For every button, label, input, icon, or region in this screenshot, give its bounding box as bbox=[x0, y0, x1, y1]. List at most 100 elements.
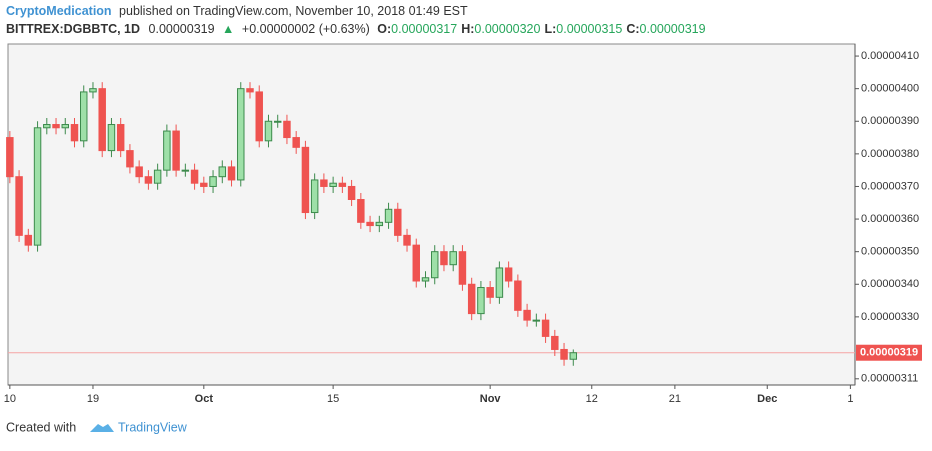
candle-body bbox=[144, 176, 153, 184]
ohlc: O:0.00000317 H:0.00000320 L:0.00000315 C:0.… bbox=[377, 22, 705, 36]
last-price-label: 0.00000319 bbox=[860, 347, 918, 359]
candle-body bbox=[384, 208, 393, 223]
last-price-tag bbox=[856, 344, 922, 361]
candle-body bbox=[357, 199, 365, 223]
candle-body bbox=[6, 137, 14, 178]
candle-body bbox=[107, 124, 116, 152]
candle-body bbox=[394, 208, 402, 236]
footer-created: Created with bbox=[6, 420, 76, 434]
candle-body bbox=[273, 120, 282, 123]
ohlc-label: O: bbox=[377, 22, 391, 36]
x-tick-label: 12 bbox=[586, 393, 598, 405]
candle-body bbox=[532, 319, 541, 322]
candle-body bbox=[89, 88, 97, 93]
candle-body bbox=[246, 88, 254, 93]
candle-body bbox=[375, 221, 384, 227]
y-tick-label: 0.00000360 bbox=[861, 213, 919, 225]
candle-body bbox=[163, 130, 171, 171]
plot-area bbox=[7, 43, 856, 386]
x-tick-label: Nov bbox=[480, 393, 502, 405]
candle-body bbox=[347, 185, 356, 201]
candle-body bbox=[218, 166, 227, 178]
candle-body bbox=[504, 267, 513, 282]
candle-body bbox=[486, 287, 494, 298]
candle-body bbox=[403, 234, 411, 246]
x-tick-label: 1 bbox=[847, 393, 853, 405]
candle-body bbox=[227, 166, 236, 181]
candle-body bbox=[181, 169, 190, 172]
y-tick-label: 0.00000340 bbox=[861, 278, 919, 290]
candle-body bbox=[551, 335, 559, 350]
price: 0.00000319 bbox=[149, 22, 215, 36]
candle-body bbox=[569, 352, 578, 360]
y-tick-label: 0.00000370 bbox=[861, 180, 919, 192]
ohlc-value: 0.00000315 bbox=[556, 22, 622, 36]
symbol: BITTREX:DGBBTC, 1D bbox=[6, 22, 140, 36]
candle-body bbox=[421, 277, 430, 282]
header-line: CryptoMedication published on TradingVie… bbox=[6, 4, 468, 18]
x-tick-label: Dec bbox=[757, 393, 777, 405]
y-tick-label: 0.00000311 bbox=[861, 373, 918, 385]
candle-body bbox=[116, 124, 125, 152]
x-tick-label: 15 bbox=[327, 393, 339, 405]
candle-body bbox=[560, 348, 568, 360]
ohlc-label: H: bbox=[461, 22, 474, 36]
symbol-line: BITTREX:DGBBTC, 1D 0.00000319 ▲ +0.00000… bbox=[6, 22, 706, 36]
candle-body bbox=[458, 251, 467, 285]
x-tick-label: 10 bbox=[4, 393, 16, 405]
candle-body bbox=[209, 176, 217, 187]
candle-body bbox=[33, 127, 42, 246]
x-tick-label: Oct bbox=[195, 393, 214, 405]
candle-body bbox=[237, 88, 245, 181]
arrow: ▲ bbox=[222, 22, 234, 36]
y-tick-label: 0.00000350 bbox=[861, 246, 919, 258]
candle-body bbox=[292, 137, 300, 148]
ohlc-label: L: bbox=[544, 22, 556, 36]
candle-body bbox=[467, 283, 476, 315]
candle-body bbox=[495, 267, 504, 298]
candle-body bbox=[477, 287, 485, 315]
y-tick-label: 0.00000390 bbox=[861, 115, 919, 127]
candle-body bbox=[301, 146, 310, 214]
logo bbox=[90, 424, 114, 432]
candle-body bbox=[80, 91, 88, 142]
author[interactable]: CryptoMedication bbox=[6, 4, 112, 18]
candle-body bbox=[135, 166, 143, 178]
candle-body bbox=[320, 179, 328, 187]
candle-body bbox=[24, 234, 33, 246]
ohlc-value: 0.00000319 bbox=[640, 22, 706, 36]
y-tick-label: 0.00000410 bbox=[861, 50, 919, 62]
candle-body bbox=[15, 176, 23, 236]
candle-body bbox=[338, 182, 347, 187]
candle-body bbox=[61, 124, 69, 129]
candle-body bbox=[412, 244, 420, 282]
candle-body bbox=[523, 309, 531, 321]
x-tick-label: 19 bbox=[87, 393, 99, 405]
candle-body bbox=[366, 221, 374, 227]
footer-brand[interactable]: TradingView bbox=[118, 420, 188, 434]
candle-body bbox=[98, 88, 106, 152]
candle-body bbox=[310, 179, 319, 214]
candle-body bbox=[440, 251, 448, 266]
candle-body bbox=[264, 120, 273, 142]
candle-body bbox=[514, 280, 522, 311]
candle-body bbox=[70, 124, 79, 142]
candle-body bbox=[283, 120, 291, 139]
x-tick-label: 21 bbox=[669, 393, 681, 405]
candle-body bbox=[52, 124, 60, 129]
candle-body bbox=[126, 150, 134, 168]
ohlc-label: C: bbox=[626, 22, 639, 36]
candle-body bbox=[541, 319, 550, 337]
candle-body bbox=[449, 251, 457, 266]
candle-body bbox=[200, 182, 208, 187]
published: published on TradingView.com, November 1… bbox=[119, 4, 468, 18]
candle-body bbox=[329, 182, 337, 187]
candle-body bbox=[153, 169, 162, 184]
change: +0.00000002 (+0.63%) bbox=[242, 22, 370, 36]
ohlc-value: 0.00000320 bbox=[474, 22, 540, 36]
candle-body bbox=[255, 91, 263, 142]
candle-body bbox=[431, 251, 439, 279]
y-tick-label: 0.00000380 bbox=[861, 148, 919, 160]
y-tick-label: 0.00000400 bbox=[861, 83, 919, 95]
